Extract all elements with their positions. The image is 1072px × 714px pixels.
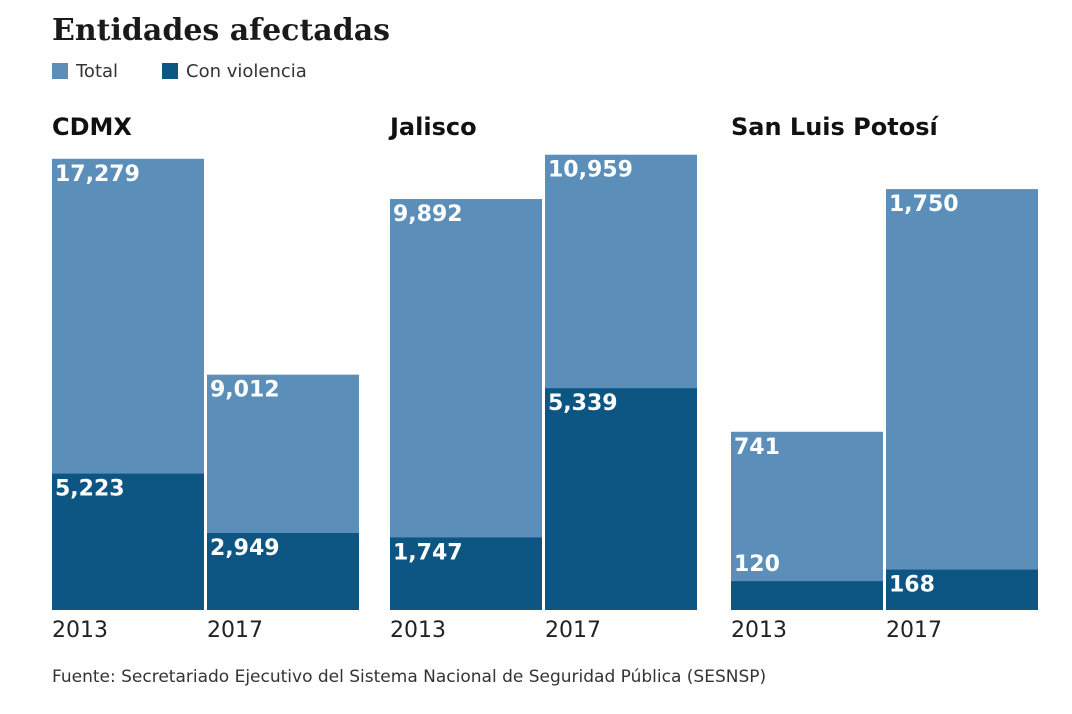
bar bbox=[390, 537, 542, 610]
legend-swatch bbox=[52, 63, 68, 79]
data-label: 741 bbox=[734, 435, 780, 460]
legend-swatch bbox=[162, 63, 178, 79]
panel-title: Jalisco bbox=[388, 113, 477, 141]
bar bbox=[731, 431, 883, 610]
bar bbox=[886, 189, 1038, 610]
data-label: 5,223 bbox=[55, 477, 125, 502]
panel-title: CDMX bbox=[52, 113, 132, 141]
chart-title: Entidades afectadas bbox=[52, 13, 390, 48]
x-tick-label: 2013 bbox=[731, 618, 787, 643]
data-label: 120 bbox=[734, 552, 780, 577]
data-label: 2,949 bbox=[210, 536, 280, 561]
x-tick-label: 2017 bbox=[207, 618, 263, 643]
legend-label: Con violencia bbox=[186, 61, 307, 82]
x-tick-label: 2017 bbox=[545, 618, 601, 643]
x-tick-label: 2013 bbox=[52, 618, 108, 643]
data-label: 17,279 bbox=[55, 162, 140, 187]
x-tick-label: 2013 bbox=[390, 618, 446, 643]
data-label: 10,959 bbox=[548, 158, 633, 183]
data-label: 168 bbox=[889, 573, 935, 598]
data-label: 9,892 bbox=[393, 202, 463, 227]
bar bbox=[207, 532, 359, 610]
data-label: 5,339 bbox=[548, 391, 618, 416]
data-label: 1,747 bbox=[393, 540, 463, 565]
panel-title: San Luis Potosí bbox=[731, 113, 939, 141]
bar bbox=[886, 569, 1038, 610]
legend-label: Total bbox=[75, 61, 118, 82]
bar bbox=[545, 388, 697, 610]
data-label: 1,750 bbox=[889, 192, 959, 217]
source-note: Fuente: Secretariado Ejecutivo del Siste… bbox=[52, 667, 766, 687]
data-label: 9,012 bbox=[210, 378, 280, 403]
bar bbox=[731, 581, 883, 610]
x-tick-label: 2017 bbox=[886, 618, 942, 643]
bar bbox=[52, 473, 204, 610]
